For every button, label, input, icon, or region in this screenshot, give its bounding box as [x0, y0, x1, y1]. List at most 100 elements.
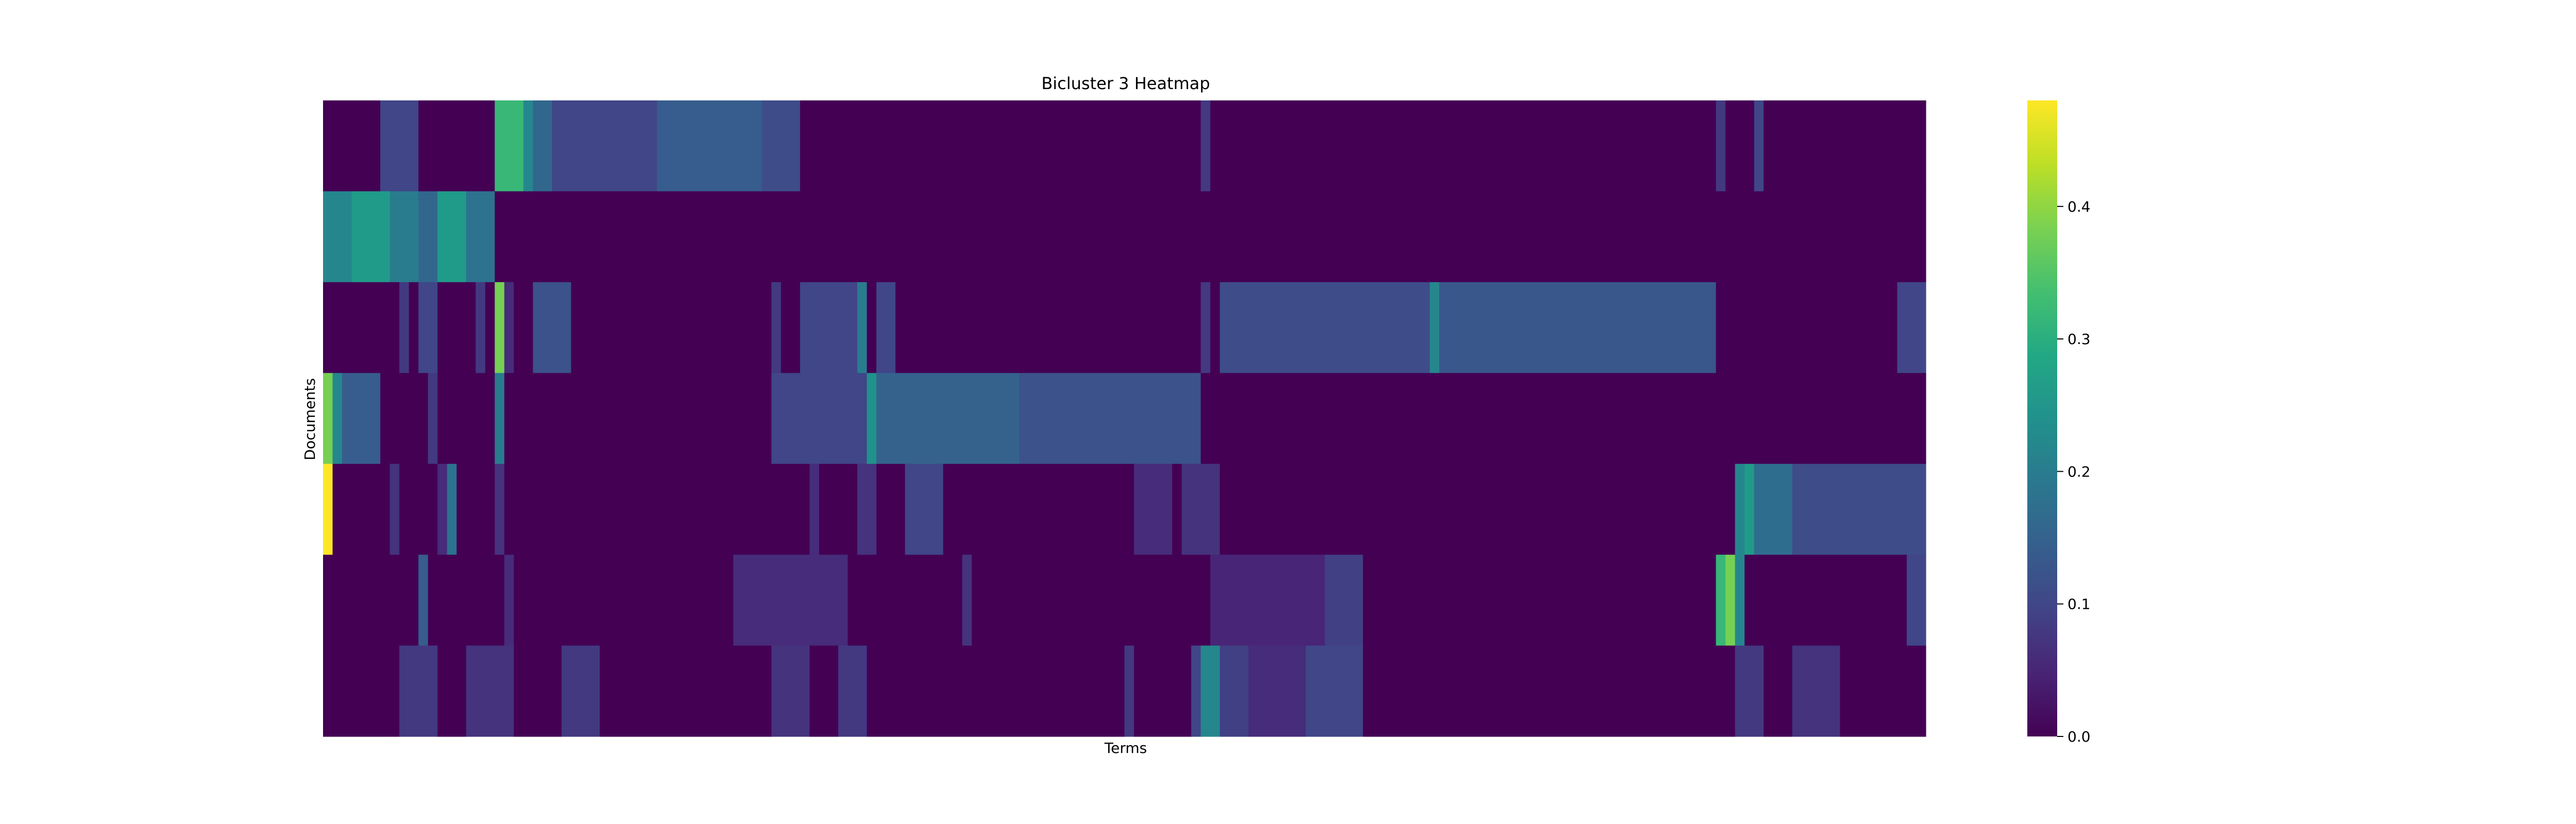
heatmap-cell: [1200, 282, 1211, 373]
heatmap-cell: [1792, 645, 1840, 737]
heatmap-cell: [447, 464, 457, 555]
heatmap-cell: [351, 191, 391, 283]
heatmap-cell: [857, 282, 868, 373]
heatmap-cell: [1363, 645, 1736, 737]
heatmap-cell: [857, 464, 877, 555]
heatmap-cell: [867, 282, 877, 373]
heatmap-cell: [800, 282, 858, 373]
heatmap-cell: [1906, 555, 1926, 646]
heatmap-cell: [1191, 645, 1201, 737]
heatmap-cell: [399, 282, 410, 373]
heatmap-cell: [332, 373, 343, 465]
heatmap-cell: [1897, 282, 1926, 373]
y-axis-label: Documents: [301, 378, 318, 460]
heatmap-cell: [495, 282, 505, 373]
heatmap-cell: [1124, 645, 1134, 737]
heatmap-cell: [495, 191, 1926, 283]
chart-title: Bicluster 3 Heatmap: [1041, 74, 1210, 93]
heatmap-cell: [1754, 464, 1793, 555]
heatmap-cell: [437, 373, 495, 465]
heatmap-cell: [533, 100, 553, 192]
heatmap-cell: [523, 100, 533, 192]
heatmap-cell: [1134, 645, 1192, 737]
heatmap-cell: [600, 645, 772, 737]
x-axis-label: Terms: [1104, 740, 1147, 757]
heatmap-cell: [323, 282, 400, 373]
heatmap-cell: [380, 373, 429, 465]
heatmap-cell: [972, 555, 1211, 646]
heatmap-cell: [437, 191, 467, 283]
heatmap-cell: [1716, 100, 1726, 192]
colorbar-tick-label: 0.3: [2067, 331, 2091, 348]
heatmap-cell: [323, 464, 333, 555]
heatmap-cell: [838, 645, 868, 737]
heatmap-cell: [332, 464, 391, 555]
heatmap-cell: [409, 282, 419, 373]
colorbar-ticks: 0.0 0.1 0.2 0.3 0.4: [2057, 198, 2091, 745]
heatmap-cell: [485, 282, 495, 373]
heatmap-cell: [399, 645, 438, 737]
heatmap-cell: [1172, 464, 1182, 555]
heatmap-cell: [561, 645, 600, 737]
colorbar-tick-label: 0.0: [2067, 728, 2091, 745]
heatmap-cell: [1325, 555, 1364, 646]
heatmap-cell: [1439, 282, 1717, 373]
heatmap-cell: [1716, 282, 1898, 373]
heatmap-cell: [1210, 555, 1325, 646]
heatmap-cell: [1764, 100, 1926, 192]
heatmap-cell: [342, 373, 381, 465]
heatmap-cell: [905, 464, 944, 555]
heatmap-cell: [428, 555, 505, 646]
heatmap-cell: [1210, 100, 1717, 192]
heatmap-cell: [1792, 464, 1926, 555]
heatmap-cell: [514, 645, 562, 737]
heatmap-cell: [552, 100, 657, 192]
heatmap-cell: [1363, 555, 1717, 646]
heatmap-cell: [809, 645, 839, 737]
heatmap-cell: [571, 282, 772, 373]
heatmap-cell: [418, 191, 438, 283]
heatmap-cell: [323, 645, 400, 737]
heatmap-cell: [1725, 555, 1736, 646]
heatmap-cell: [418, 555, 429, 646]
heatmap-cell: [1744, 464, 1755, 555]
heatmap-cell: [437, 282, 476, 373]
heatmap-cell: [323, 373, 333, 465]
heatmap-cell: [761, 100, 801, 192]
heatmap-cell: [657, 100, 762, 192]
heatmap-cell: [504, 373, 772, 465]
heatmap-cell: [1219, 282, 1430, 373]
heatmap-cell: [867, 373, 877, 465]
heatmap-cell: [962, 555, 972, 646]
heatmap-cell: [504, 282, 514, 373]
heatmap-cell: [1725, 100, 1755, 192]
heatmap-cell: [380, 100, 419, 192]
heatmap-cell: [771, 373, 868, 465]
heatmap-cell: [771, 645, 810, 737]
heatmap-cell: [428, 373, 438, 465]
heatmap-cell: [1716, 555, 1726, 646]
heatmap-cell: [1210, 282, 1221, 373]
heatmap-cell: [504, 555, 514, 646]
heatmap-cell: [418, 282, 438, 373]
heatmap-cell: [1735, 645, 1764, 737]
heatmap-cell: [1200, 100, 1211, 192]
heatmap-cell: [1019, 373, 1201, 465]
heatmap-cell: [389, 464, 400, 555]
heatmap-cells: [323, 100, 1926, 737]
colorbar-tick-label: 0.4: [2067, 198, 2091, 215]
colorbar-tick-label: 0.2: [2067, 463, 2091, 480]
heatmap-cell: [514, 555, 734, 646]
colorbar: [2027, 100, 2057, 736]
heatmap-cell: [876, 464, 906, 555]
heatmap-cell: [867, 645, 1125, 737]
heatmap-cell: [323, 555, 419, 646]
heatmap-cell: [437, 645, 467, 737]
heatmap-cell: [1134, 464, 1173, 555]
heatmap-cell: [781, 282, 801, 373]
heatmap-cell: [456, 464, 495, 555]
heatmap-cell: [1200, 645, 1221, 737]
heatmap-cell: [495, 373, 505, 465]
heatmap-cell: [848, 555, 963, 646]
